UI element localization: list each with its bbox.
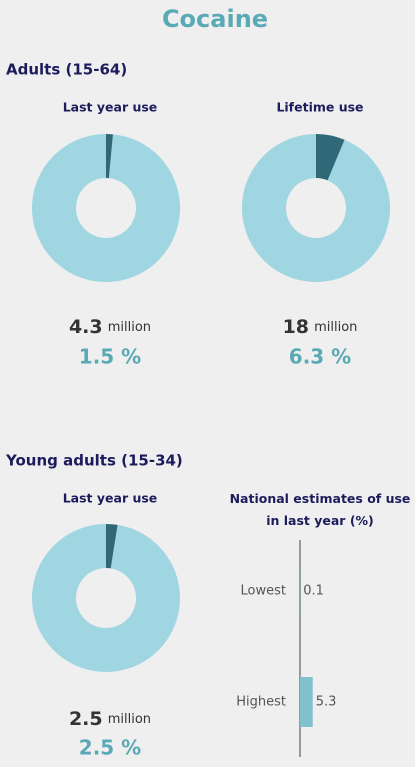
chart-title-box: National estimates of use in last year (… [229, 491, 411, 528]
value-label: 5.3 [316, 695, 337, 710]
value-label: 6.3 % [289, 345, 351, 369]
count-label: 2.5 million [69, 708, 151, 730]
count-value: 18 [283, 316, 309, 338]
chart-title: National estimates of use in last year (… [229, 491, 411, 528]
count-unit: million [108, 712, 151, 727]
count-value: 4.3 [69, 316, 103, 338]
count-label: 4.3 million [69, 316, 151, 338]
chart-title: Last year use [63, 100, 158, 115]
count-value: 2.5 [69, 708, 103, 730]
category-label: Lowest [241, 584, 286, 599]
donut-rest [32, 524, 181, 672]
value-label: 2.5 % [79, 736, 141, 760]
count-unit: million [314, 320, 357, 335]
donut-share [106, 524, 118, 569]
donut-rest [31, 134, 181, 282]
section-heading: Adults (15-64) [6, 61, 127, 79]
value-label: 0.1 [303, 584, 324, 599]
value-label: 1.5 % [79, 345, 141, 369]
count-label: 18 million [283, 316, 358, 338]
chart-title: Last year use [63, 491, 158, 506]
chart-title: Lifetime use [276, 100, 363, 115]
donut-rest [242, 134, 390, 282]
category-label: Highest [236, 695, 286, 710]
section-heading: Young adults (15-34) [5, 452, 183, 470]
donut-share [316, 134, 345, 181]
bar [300, 677, 313, 727]
count-unit: million [108, 320, 151, 335]
page-title: Cocaine [162, 5, 268, 33]
donut-share [106, 134, 113, 179]
